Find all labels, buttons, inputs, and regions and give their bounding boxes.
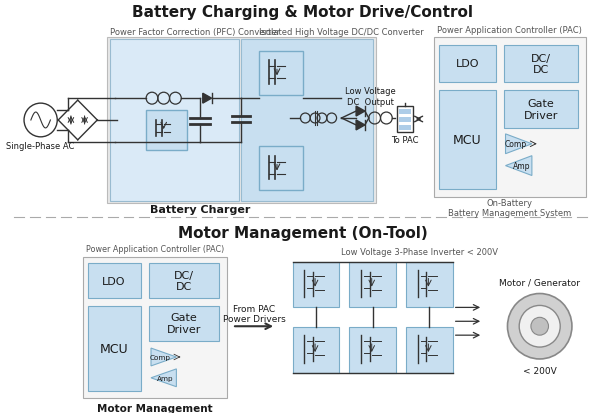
Bar bbox=[399, 110, 411, 115]
Text: Amp: Amp bbox=[157, 375, 174, 381]
Bar bbox=[406, 262, 453, 308]
Polygon shape bbox=[356, 107, 365, 117]
Bar bbox=[149, 307, 220, 341]
Text: MCU: MCU bbox=[453, 134, 482, 147]
Bar bbox=[259, 52, 304, 96]
Text: Motor / Generator: Motor / Generator bbox=[499, 278, 580, 287]
Bar bbox=[149, 263, 220, 299]
Text: Single-Phase AC: Single-Phase AC bbox=[7, 142, 75, 151]
Polygon shape bbox=[506, 156, 532, 176]
Text: Power Factor Correction (PFC) Converter: Power Factor Correction (PFC) Converter bbox=[110, 28, 280, 37]
Bar bbox=[110, 40, 239, 202]
Bar bbox=[503, 91, 578, 128]
Bar bbox=[146, 111, 187, 150]
Text: On-Battery
Battery Management System: On-Battery Battery Management System bbox=[448, 198, 572, 217]
Circle shape bbox=[508, 294, 572, 359]
Bar bbox=[241, 40, 373, 202]
Text: Low Voltage
DC  Output: Low Voltage DC Output bbox=[346, 87, 396, 107]
Text: Comp: Comp bbox=[149, 354, 170, 360]
Text: Power Application Controller (PAC): Power Application Controller (PAC) bbox=[437, 26, 583, 35]
Text: Isolated High Voltage DC/DC Converter: Isolated High Voltage DC/DC Converter bbox=[259, 28, 424, 37]
Bar bbox=[83, 257, 227, 398]
Text: LDO: LDO bbox=[102, 276, 125, 286]
Bar bbox=[439, 45, 496, 83]
Bar bbox=[399, 126, 411, 131]
Bar bbox=[406, 328, 453, 373]
Text: To PAC: To PAC bbox=[391, 136, 419, 145]
Bar bbox=[88, 307, 141, 391]
Text: Power Application Controller (PAC): Power Application Controller (PAC) bbox=[86, 245, 224, 254]
Bar bbox=[259, 147, 304, 191]
Text: Gate
Driver: Gate Driver bbox=[523, 99, 558, 121]
Circle shape bbox=[531, 318, 548, 335]
Text: MCU: MCU bbox=[100, 342, 128, 355]
Polygon shape bbox=[151, 369, 176, 387]
Bar bbox=[349, 328, 396, 373]
Bar bbox=[107, 38, 376, 204]
Circle shape bbox=[519, 306, 560, 347]
Text: Gate
Driver: Gate Driver bbox=[167, 313, 202, 334]
Polygon shape bbox=[506, 135, 532, 154]
Bar bbox=[503, 45, 578, 83]
Bar bbox=[88, 263, 141, 299]
Text: From PAC
Power Drivers: From PAC Power Drivers bbox=[223, 304, 286, 323]
Text: Motor Management: Motor Management bbox=[97, 403, 213, 413]
Text: Motor Management (On-Tool): Motor Management (On-Tool) bbox=[178, 225, 427, 240]
Text: Battery Charging & Motor Drive/Control: Battery Charging & Motor Drive/Control bbox=[132, 5, 473, 20]
Bar bbox=[293, 328, 340, 373]
Polygon shape bbox=[356, 121, 365, 131]
Bar bbox=[349, 262, 396, 308]
Text: < 200V: < 200V bbox=[523, 366, 557, 375]
Bar bbox=[399, 118, 411, 123]
Text: DC/
DC: DC/ DC bbox=[174, 270, 194, 292]
Bar bbox=[439, 91, 496, 190]
Polygon shape bbox=[203, 94, 212, 104]
Text: Low Voltage 3-Phase Inverter < 200V: Low Voltage 3-Phase Inverter < 200V bbox=[341, 248, 498, 257]
Polygon shape bbox=[151, 348, 176, 366]
Text: LDO: LDO bbox=[455, 59, 479, 69]
Bar bbox=[293, 262, 340, 308]
Text: Comp: Comp bbox=[504, 140, 526, 149]
Bar bbox=[397, 107, 413, 133]
Text: DC/
DC: DC/ DC bbox=[530, 54, 551, 75]
Bar bbox=[434, 38, 586, 198]
Text: Amp: Amp bbox=[514, 162, 531, 171]
Text: Battery Charger: Battery Charger bbox=[149, 205, 250, 215]
